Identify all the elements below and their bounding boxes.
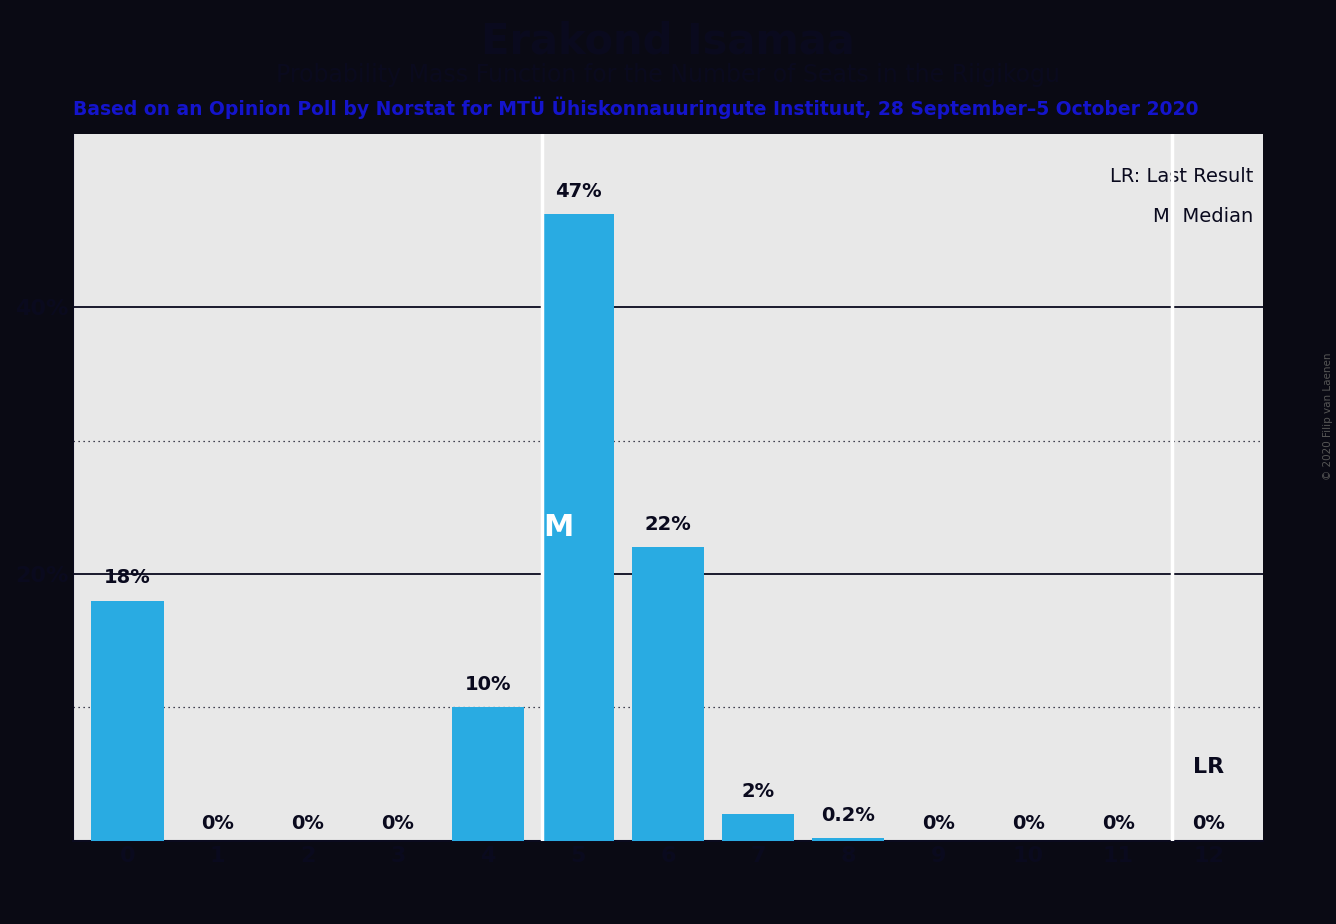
Text: 0%: 0% [1102, 814, 1134, 833]
Text: 0%: 0% [381, 814, 414, 833]
Text: 47%: 47% [554, 182, 601, 201]
Text: M: Median: M: Median [1153, 207, 1253, 226]
Text: LR: Last Result: LR: Last Result [1110, 167, 1253, 187]
Bar [721, 814, 794, 841]
Text: 2%: 2% [741, 782, 775, 801]
Bar [632, 547, 704, 841]
Text: Erakond Isamaa: Erakond Isamaa [481, 20, 855, 62]
Text: LR: LR [1193, 758, 1224, 777]
Text: 18%: 18% [104, 568, 151, 588]
Bar [452, 708, 524, 841]
Text: 0%: 0% [291, 814, 325, 833]
Text: Probability Mass Function for the Number of Seats in the Riigikogu: Probability Mass Function for the Number… [277, 63, 1059, 87]
Text: Based on an Opinion Poll by Norstat for MTÜ Ühiskonnauuringute Instituut, 28 Sep: Based on an Opinion Poll by Norstat for … [73, 97, 1198, 119]
Text: 0%: 0% [1011, 814, 1045, 833]
Text: 0%: 0% [922, 814, 955, 833]
Bar [812, 838, 884, 841]
Bar [91, 601, 163, 841]
Text: 0%: 0% [202, 814, 234, 833]
Bar [542, 214, 615, 841]
Text: © 2020 Filip van Laenen: © 2020 Filip van Laenen [1324, 352, 1333, 480]
Text: 0.2%: 0.2% [822, 806, 875, 825]
Text: 10%: 10% [465, 675, 512, 694]
Text: 0%: 0% [1192, 814, 1225, 833]
Text: 22%: 22% [645, 515, 691, 534]
Text: M: M [542, 513, 573, 541]
